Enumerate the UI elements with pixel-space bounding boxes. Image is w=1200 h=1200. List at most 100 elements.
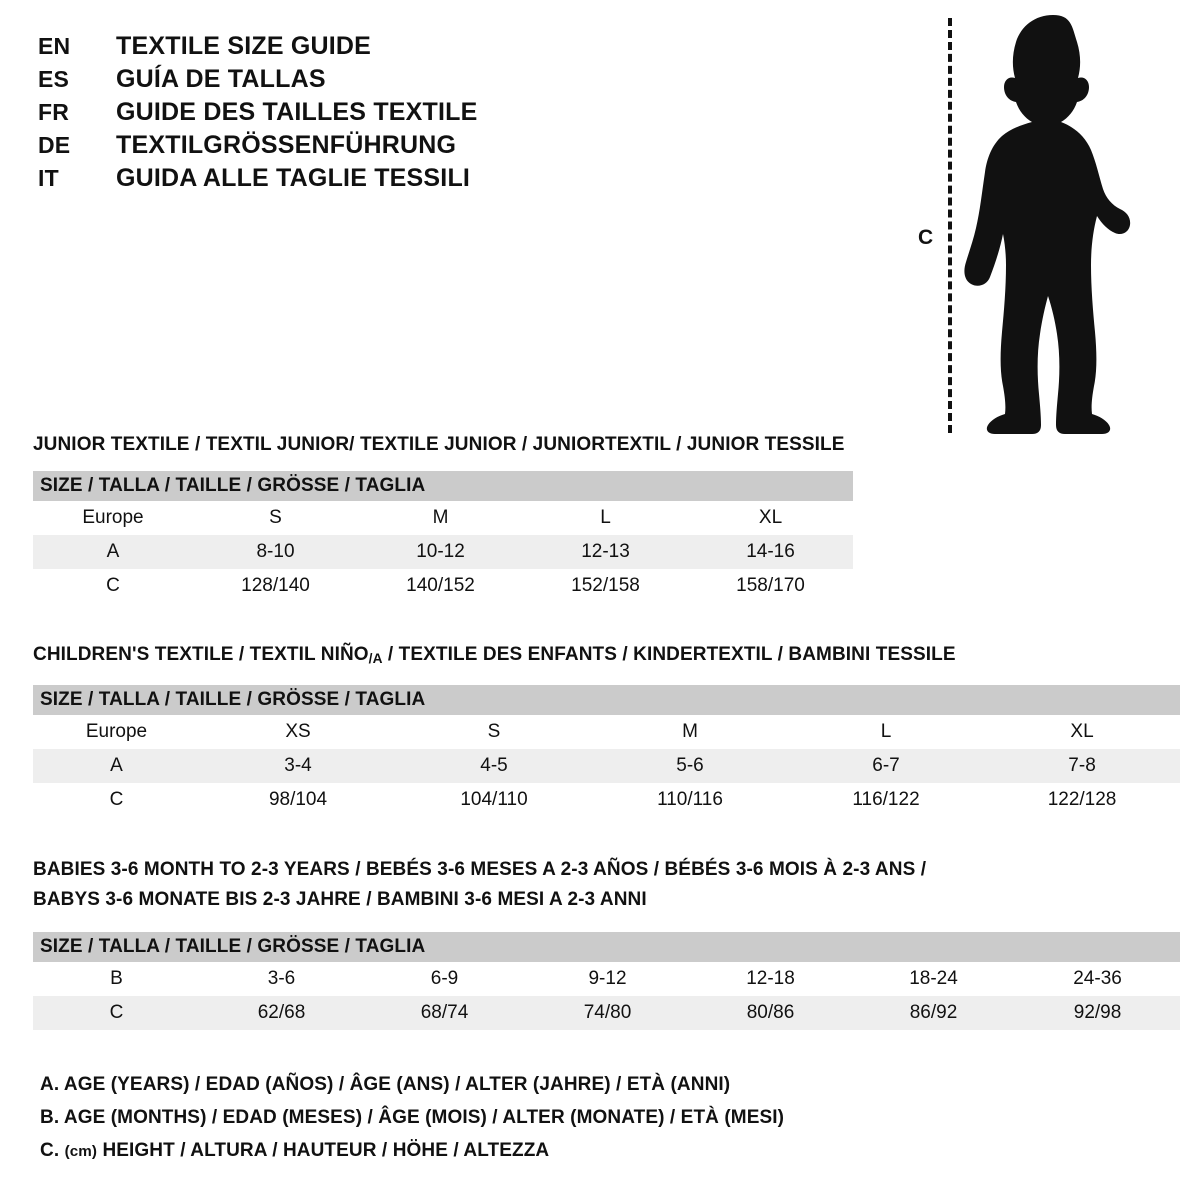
table-cell: 104/110 — [396, 783, 592, 817]
table-cell: 98/104 — [200, 783, 396, 817]
table-cell: 86/92 — [852, 996, 1015, 1030]
table-row: A 8-10 10-12 12-13 14-16 — [33, 535, 854, 569]
row-label: A — [33, 749, 200, 783]
row-label: C — [33, 569, 193, 603]
section-junior-textile: JUNIOR TEXTILE / TEXTIL JUNIOR/ TEXTILE … — [33, 430, 854, 603]
children-size-table: SIZE / TALLA / TAILLE / GRÖSSE / TAGLIA … — [33, 685, 1181, 817]
row-label: C — [33, 996, 200, 1030]
legend-block: A. AGE (YEARS) / EDAD (AÑOS) / ÂGE (ANS)… — [40, 1068, 784, 1168]
section-heading-babies-line1: BABIES 3-6 MONTH TO 2-3 YEARS / BEBÉS 3-… — [33, 859, 927, 880]
table-cell: 92/98 — [1015, 996, 1181, 1030]
row-label: A — [33, 535, 193, 569]
row-label: Europe — [33, 715, 200, 749]
table-cell: 74/80 — [526, 996, 689, 1030]
table-cell: 18-24 — [852, 962, 1015, 996]
language-title-it: GUIDA ALLE TAGLIE TESSILI — [116, 164, 471, 192]
section-heading-children-subscript: /A — [368, 651, 383, 666]
table-cell: 12-18 — [689, 962, 852, 996]
table-cell: 14-16 — [688, 535, 854, 569]
table-cell: 8-10 — [193, 535, 358, 569]
section-heading-children-pre: CHILDREN'S TEXTILE / TEXTIL NIÑO — [33, 644, 369, 665]
section-children-textile: CHILDREN'S TEXTILE / TEXTIL NIÑO/A / TEX… — [33, 640, 1181, 817]
language-code-fr: FR — [38, 99, 70, 125]
height-dashed-line — [948, 18, 952, 433]
table-cell: L — [523, 501, 688, 535]
section-heading-children: CHILDREN'S TEXTILE / TEXTIL NIÑO/A / TEX… — [33, 640, 1180, 674]
table-cell: 5-6 — [592, 749, 788, 783]
table-row: B 3-6 6-9 9-12 12-18 18-24 24-36 — [33, 962, 1181, 996]
table-cell: 10-12 — [358, 535, 523, 569]
language-row-it: IT GUIDA ALLE TAGLIE TESSILI — [38, 164, 658, 197]
legend-line-c-unit: (cm) — [64, 1143, 98, 1160]
table-row: C 98/104 104/110 110/116 116/122 122/128 — [33, 783, 1181, 817]
babies-bar-label: SIZE / TALLA / TAILLE / GRÖSSE / TAGLIA — [33, 932, 1181, 962]
table-cell: 12-13 — [523, 535, 688, 569]
language-title-es: GUÍA DE TALLAS — [116, 65, 326, 93]
table-cell: XL — [984, 715, 1181, 749]
table-cell: XL — [688, 501, 854, 535]
children-bar-label: SIZE / TALLA / TAILLE / GRÖSSE / TAGLIA — [33, 685, 1181, 715]
table-cell: S — [193, 501, 358, 535]
table-row: Europe S M L XL — [33, 501, 854, 535]
table-row: A 3-4 4-5 5-6 6-7 7-8 — [33, 749, 1181, 783]
language-code-es: ES — [38, 66, 70, 92]
toddler-silhouette-icon — [964, 15, 1131, 434]
table-cell: 62/68 — [200, 996, 363, 1030]
table-cell: 158/170 — [688, 569, 854, 603]
table-cell: M — [358, 501, 523, 535]
row-label: B — [33, 962, 200, 996]
row-label: C — [33, 783, 200, 817]
junior-size-table: SIZE / TALLA / TAILLE / GRÖSSE / TAGLIA … — [33, 471, 854, 603]
table-cell: S — [396, 715, 592, 749]
table-header-bar: SIZE / TALLA / TAILLE / GRÖSSE / TAGLIA — [33, 471, 854, 501]
legend-line-a: A. AGE (YEARS) / EDAD (AÑOS) / ÂGE (ANS)… — [40, 1074, 731, 1095]
table-cell: 128/140 — [193, 569, 358, 603]
table-cell: 110/116 — [592, 783, 788, 817]
table-cell: 116/122 — [788, 783, 984, 817]
language-title-de: TEXTILGRÖSSENFÜHRUNG — [116, 131, 457, 159]
table-header-bar: SIZE / TALLA / TAILLE / GRÖSSE / TAGLIA — [33, 685, 1181, 715]
legend-line-c-prefix: C. — [40, 1140, 65, 1161]
table-header-bar: SIZE / TALLA / TAILLE / GRÖSSE / TAGLIA — [33, 932, 1181, 962]
legend-line-b: B. AGE (MONTHS) / EDAD (MESES) / ÂGE (MO… — [40, 1107, 785, 1128]
table-cell: 80/86 — [689, 996, 852, 1030]
table-cell: 24-36 — [1015, 962, 1181, 996]
table-cell: 3-6 — [200, 962, 363, 996]
junior-bar-label: SIZE / TALLA / TAILLE / GRÖSSE / TAGLIA — [33, 471, 854, 501]
table-cell: 4-5 — [396, 749, 592, 783]
language-code-en: EN — [38, 33, 71, 59]
table-row: C 62/68 68/74 74/80 80/86 86/92 92/98 — [33, 996, 1181, 1030]
row-label: Europe — [33, 501, 193, 535]
table-cell: L — [788, 715, 984, 749]
language-row-fr: FR GUIDE DES TAILLES TEXTILE — [38, 98, 658, 131]
table-cell: 7-8 — [984, 749, 1181, 783]
height-figure-block: C — [900, 8, 1190, 438]
table-cell: 6-9 — [363, 962, 526, 996]
babies-size-table: SIZE / TALLA / TAILLE / GRÖSSE / TAGLIA … — [33, 932, 1181, 1030]
table-cell: 6-7 — [788, 749, 984, 783]
language-row-en: EN TEXTILE SIZE GUIDE — [38, 32, 658, 65]
table-cell: 9-12 — [526, 962, 689, 996]
table-cell: 152/158 — [523, 569, 688, 603]
legend-line-c-rest: HEIGHT / ALTURA / HAUTEUR / HÖHE / ALTEZ… — [97, 1140, 550, 1161]
table-cell: 68/74 — [363, 996, 526, 1030]
language-row-de: DE TEXTILGRÖSSENFÜHRUNG — [38, 131, 658, 164]
table-row: C 128/140 140/152 152/158 158/170 — [33, 569, 854, 603]
table-cell: M — [592, 715, 788, 749]
language-code-it: IT — [38, 165, 59, 191]
table-cell: 122/128 — [984, 783, 1181, 817]
legend-line-c: C. (cm) HEIGHT / ALTURA / HAUTEUR / HÖHE… — [40, 1134, 784, 1168]
language-title-fr: GUIDE DES TAILLES TEXTILE — [116, 98, 478, 126]
section-heading-junior: JUNIOR TEXTILE / TEXTIL JUNIOR/ TEXTILE … — [33, 434, 845, 455]
table-cell: XS — [200, 715, 396, 749]
language-code-de: DE — [38, 132, 71, 158]
language-row-es: ES GUÍA DE TALLAS — [38, 65, 658, 98]
section-heading-babies-line2: BABYS 3-6 MONATE BIS 2-3 JAHRE / BAMBINI… — [33, 889, 647, 910]
height-marker-label: C — [918, 226, 934, 249]
table-cell: 3-4 — [200, 749, 396, 783]
language-title-en: TEXTILE SIZE GUIDE — [116, 32, 372, 60]
language-title-block: EN TEXTILE SIZE GUIDE ES GUÍA DE TALLAS … — [38, 32, 658, 197]
table-row: Europe XS S M L XL — [33, 715, 1181, 749]
section-heading-children-post: / TEXTILE DES ENFANTS / KINDERTEXTIL / B… — [382, 644, 956, 665]
section-babies-textile: BABIES 3-6 MONTH TO 2-3 YEARS / BEBÉS 3-… — [33, 855, 1181, 1030]
